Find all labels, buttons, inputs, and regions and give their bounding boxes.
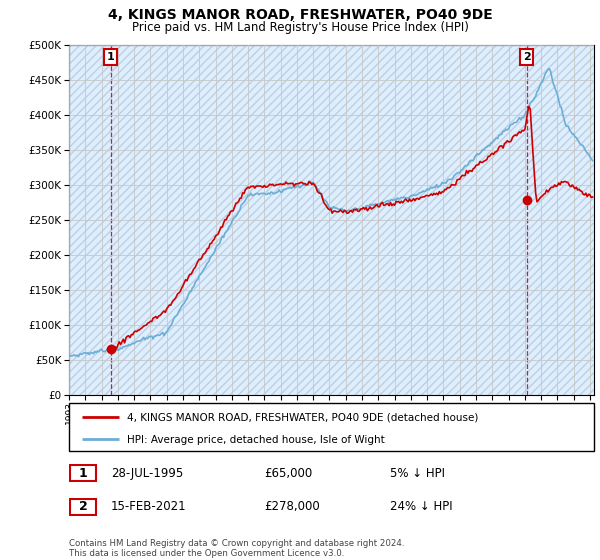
Text: 4, KINGS MANOR ROAD, FRESHWATER, PO40 9DE: 4, KINGS MANOR ROAD, FRESHWATER, PO40 9D… xyxy=(107,8,493,22)
Text: £278,000: £278,000 xyxy=(264,500,320,514)
FancyBboxPatch shape xyxy=(70,465,97,481)
FancyBboxPatch shape xyxy=(70,499,97,515)
Text: 2: 2 xyxy=(523,52,530,62)
Text: £65,000: £65,000 xyxy=(264,466,312,480)
Text: 2: 2 xyxy=(79,500,88,514)
Text: 1: 1 xyxy=(107,52,115,62)
Text: 5% ↓ HPI: 5% ↓ HPI xyxy=(390,466,445,480)
Text: 4, KINGS MANOR ROAD, FRESHWATER, PO40 9DE (detached house): 4, KINGS MANOR ROAD, FRESHWATER, PO40 9D… xyxy=(127,413,478,422)
Text: Price paid vs. HM Land Registry's House Price Index (HPI): Price paid vs. HM Land Registry's House … xyxy=(131,21,469,34)
Text: 24% ↓ HPI: 24% ↓ HPI xyxy=(390,500,452,514)
FancyBboxPatch shape xyxy=(69,403,594,451)
Text: 1: 1 xyxy=(79,466,88,480)
Text: 28-JUL-1995: 28-JUL-1995 xyxy=(111,466,183,480)
Text: Contains HM Land Registry data © Crown copyright and database right 2024.
This d: Contains HM Land Registry data © Crown c… xyxy=(69,539,404,558)
Text: HPI: Average price, detached house, Isle of Wight: HPI: Average price, detached house, Isle… xyxy=(127,435,385,445)
Text: 15-FEB-2021: 15-FEB-2021 xyxy=(111,500,187,514)
